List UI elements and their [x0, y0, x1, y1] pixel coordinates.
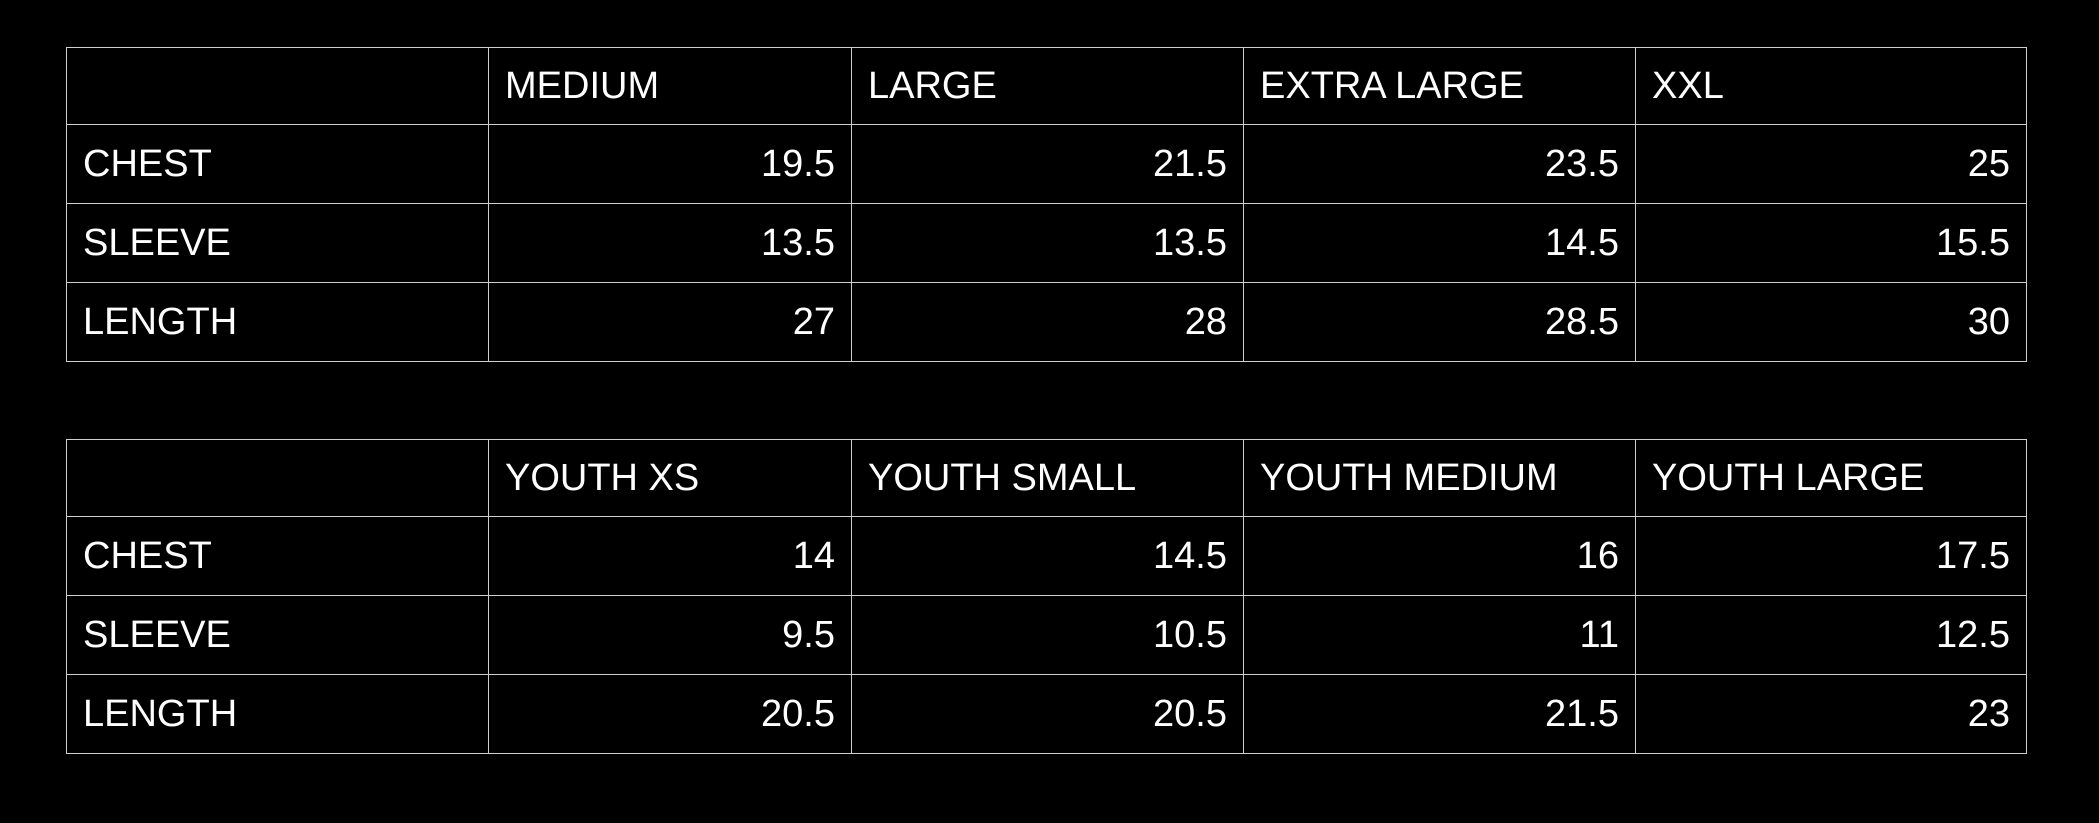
- table-cell: 25: [1635, 124, 2027, 204]
- table-header-row: MEDIUM LARGE EXTRA LARGE XXL: [66, 47, 2027, 125]
- column-header: YOUTH XS: [488, 439, 852, 517]
- table-cell: 19.5: [488, 124, 852, 204]
- table-cell: 28: [851, 282, 1244, 362]
- row-label: CHEST: [66, 124, 489, 204]
- table-cell: 11: [1243, 595, 1636, 675]
- table-corner-cell: [66, 47, 489, 125]
- table-cell: 21.5: [851, 124, 1244, 204]
- column-header: YOUTH MEDIUM: [1243, 439, 1636, 517]
- column-header: MEDIUM: [488, 47, 852, 125]
- table-cell: 14.5: [851, 516, 1244, 596]
- table-cell: 13.5: [488, 203, 852, 283]
- table-cell: 14: [488, 516, 852, 596]
- table-cell: 14.5: [1243, 203, 1636, 283]
- table-cell: 13.5: [851, 203, 1244, 283]
- table-cell: 12.5: [1635, 595, 2027, 675]
- row-label: LENGTH: [66, 674, 489, 754]
- table-row: CHEST 19.5 21.5 23.5 25: [66, 124, 2027, 204]
- table-cell: 20.5: [851, 674, 1244, 754]
- table-cell: 30: [1635, 282, 2027, 362]
- table-cell: 23.5: [1243, 124, 1636, 204]
- row-label: SLEEVE: [66, 203, 489, 283]
- table-row: SLEEVE 13.5 13.5 14.5 15.5: [66, 203, 2027, 283]
- table-cell: 17.5: [1635, 516, 2027, 596]
- table-cell: 9.5: [488, 595, 852, 675]
- table-row: SLEEVE 9.5 10.5 11 12.5: [66, 595, 2027, 675]
- row-label: CHEST: [66, 516, 489, 596]
- column-header: LARGE: [851, 47, 1244, 125]
- table-cell: 23: [1635, 674, 2027, 754]
- table-cell: 28.5: [1243, 282, 1636, 362]
- table-row: LENGTH 27 28 28.5 30: [66, 282, 2027, 362]
- adult-size-table: MEDIUM LARGE EXTRA LARGE XXL CHEST 19.5 …: [66, 47, 2027, 362]
- table-cell: 10.5: [851, 595, 1244, 675]
- table-corner-cell: [66, 439, 489, 517]
- table-cell: 20.5: [488, 674, 852, 754]
- row-label: LENGTH: [66, 282, 489, 362]
- table-row: CHEST 14 14.5 16 17.5: [66, 516, 2027, 596]
- youth-size-table: YOUTH XS YOUTH SMALL YOUTH MEDIUM YOUTH …: [66, 439, 2027, 754]
- table-cell: 16: [1243, 516, 1636, 596]
- table-cell: 21.5: [1243, 674, 1636, 754]
- column-header: XXL: [1635, 47, 2027, 125]
- table-cell: 15.5: [1635, 203, 2027, 283]
- column-header: EXTRA LARGE: [1243, 47, 1636, 125]
- table-header-row: YOUTH XS YOUTH SMALL YOUTH MEDIUM YOUTH …: [66, 439, 2027, 517]
- column-header: YOUTH SMALL: [851, 439, 1244, 517]
- row-label: SLEEVE: [66, 595, 489, 675]
- table-row: LENGTH 20.5 20.5 21.5 23: [66, 674, 2027, 754]
- table-cell: 27: [488, 282, 852, 362]
- column-header: YOUTH LARGE: [1635, 439, 2027, 517]
